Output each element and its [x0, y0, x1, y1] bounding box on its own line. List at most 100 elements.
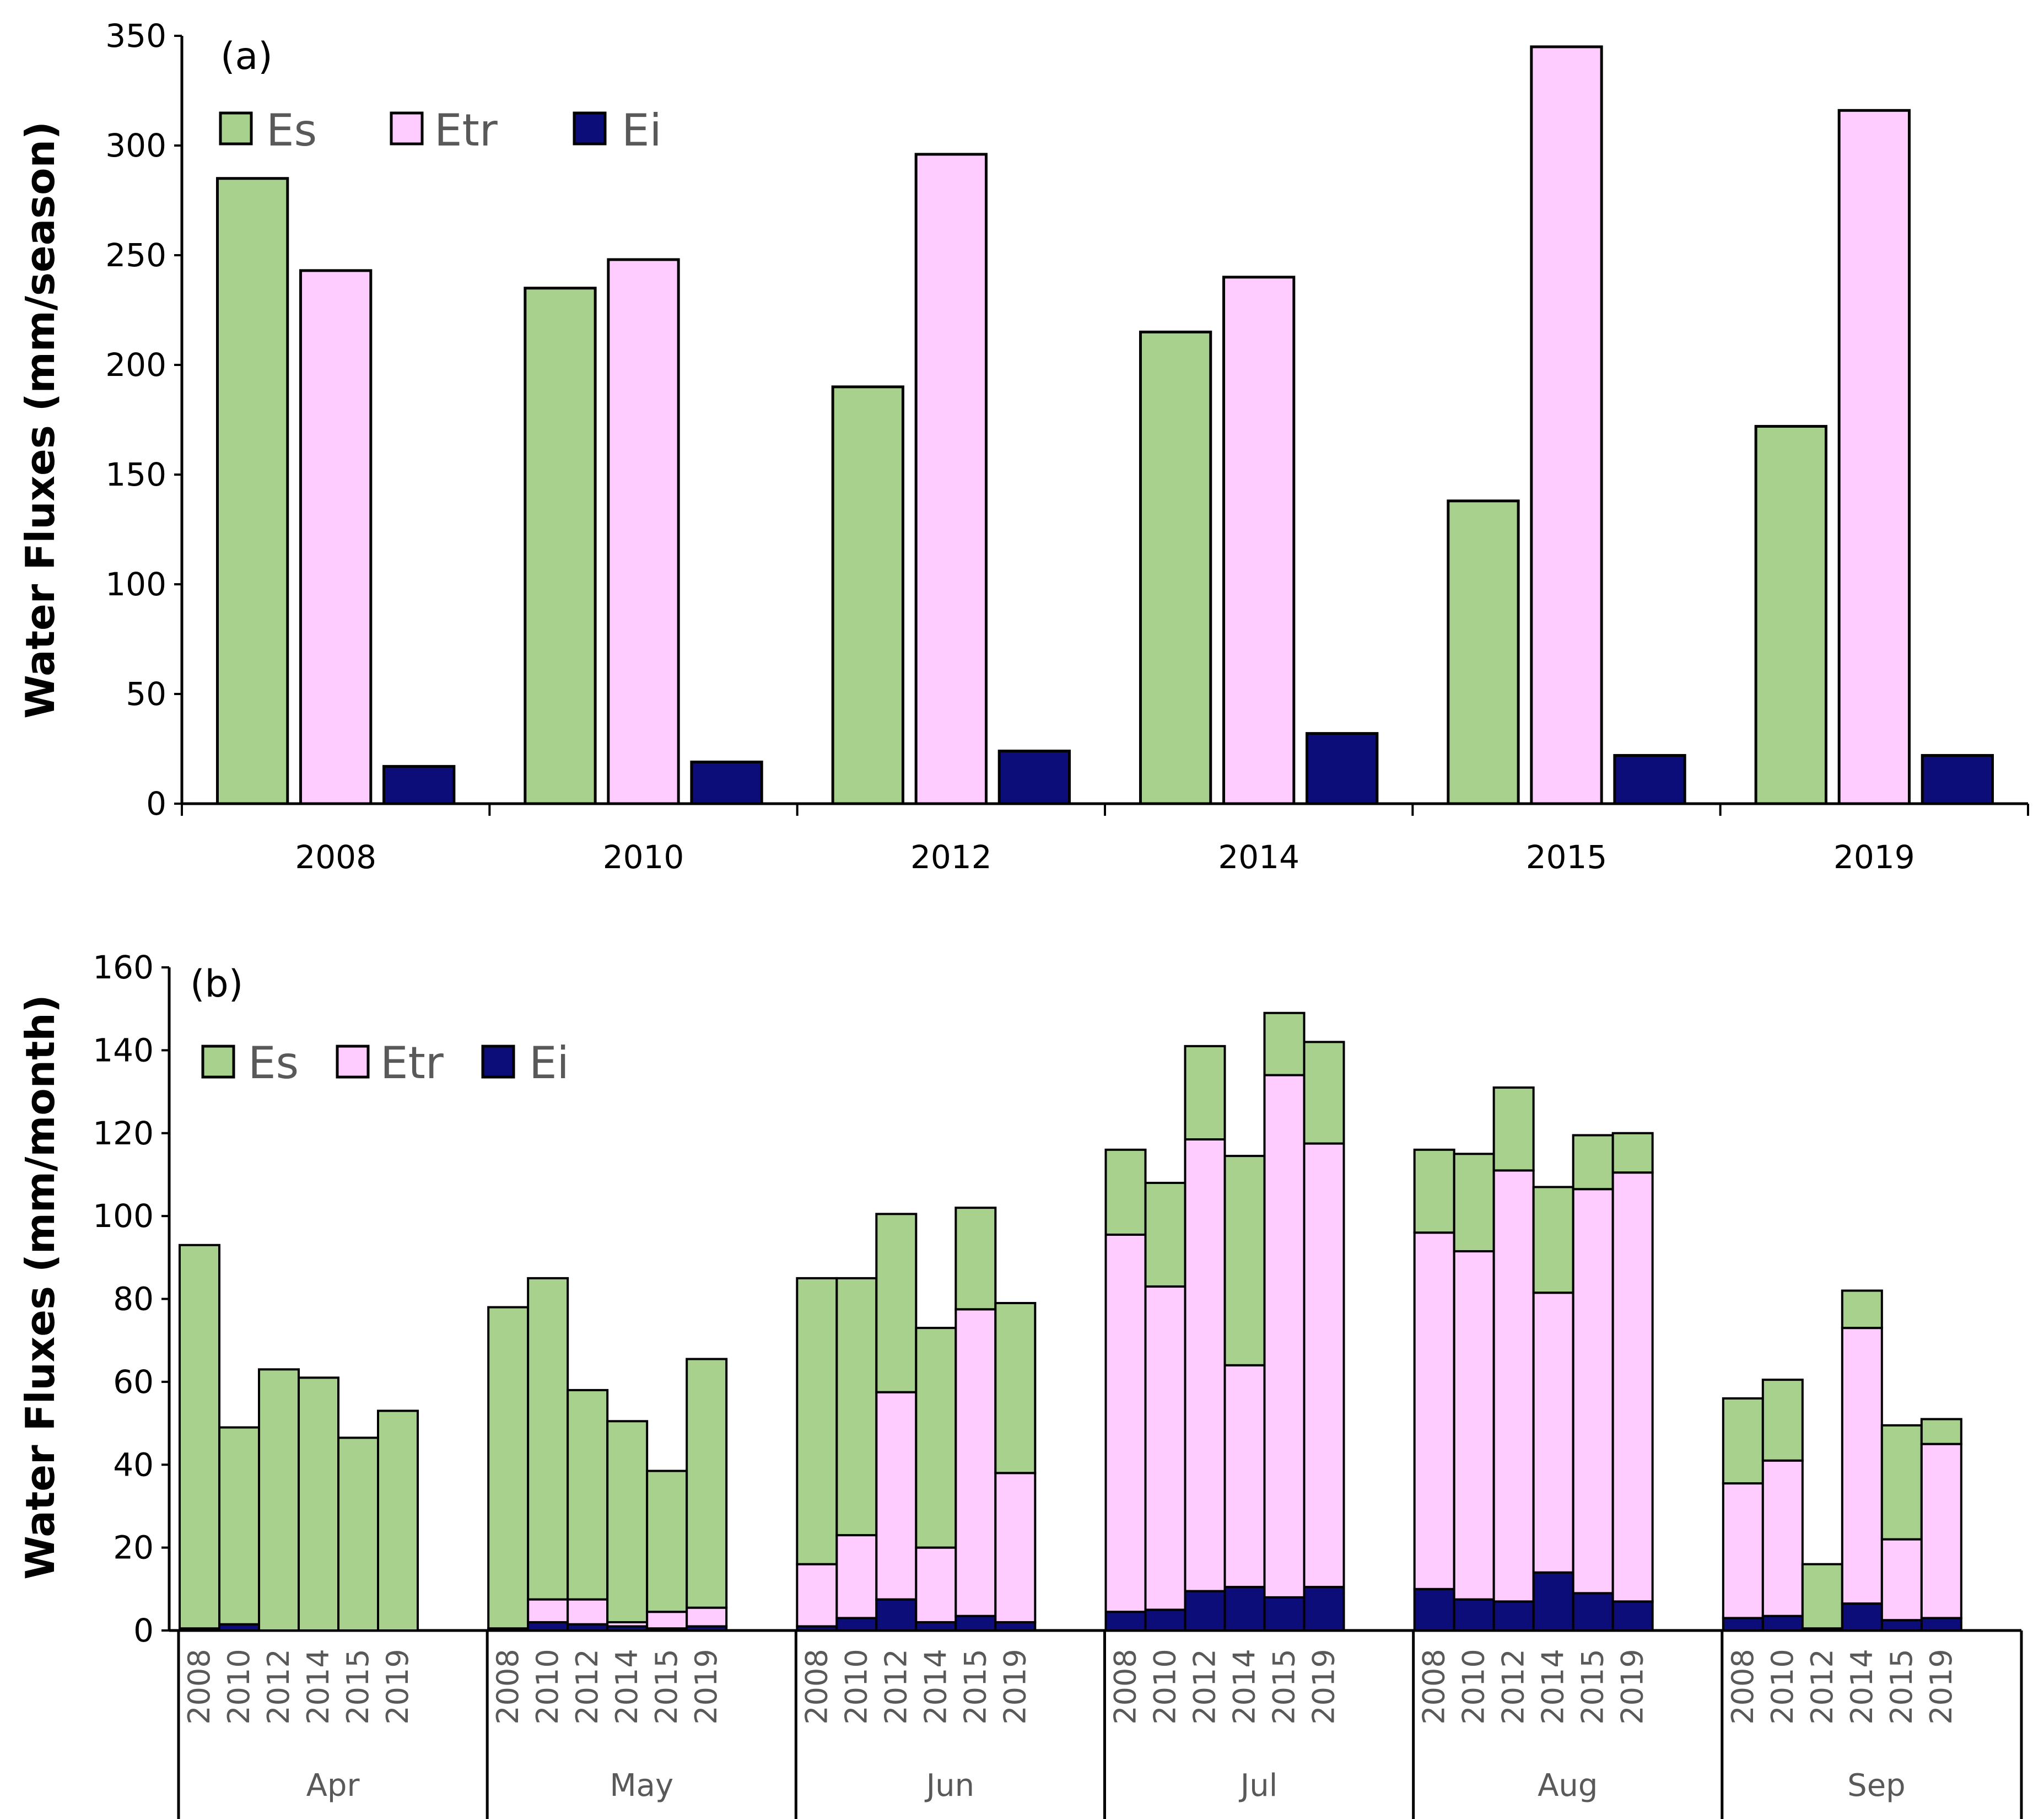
- bar-es-Jun-2012: [875, 1213, 918, 1393]
- year-label: 2014: [301, 1649, 336, 1724]
- month-label: Apr: [306, 1768, 360, 1804]
- year-label: 2014: [1845, 1649, 1879, 1724]
- bar-es-May-2008: [487, 1306, 530, 1630]
- bar-es-Aug-2008: [1413, 1148, 1455, 1234]
- year-label: 2010: [222, 1649, 256, 1724]
- y-tick-label: 40: [113, 1446, 154, 1483]
- bar-es-Sep-2014: [1841, 1289, 1883, 1330]
- year-label: 2015: [958, 1649, 993, 1724]
- y-tick-label: 0: [146, 785, 166, 822]
- year-label: 2008: [182, 1649, 217, 1724]
- x-category-label: 2008: [295, 838, 376, 876]
- month-label: Aug: [1538, 1768, 1598, 1804]
- bar-es-Aug-2019: [1611, 1132, 1654, 1174]
- bar-etr-Jun-2010: [835, 1534, 878, 1619]
- panel-a-label: (a): [220, 35, 273, 78]
- y-tick-label: 100: [105, 566, 166, 603]
- bar-etr-Sep-2010: [1761, 1459, 1804, 1617]
- bar-es-May-2019: [686, 1358, 728, 1609]
- year-label: 2012: [1188, 1649, 1222, 1724]
- bar-es-Apr-2008: [179, 1244, 220, 1630]
- bar-ei-2012: [997, 749, 1071, 805]
- bar-ei-Jul-2015: [1263, 1596, 1306, 1632]
- bar-ei-Sep-2008: [1722, 1617, 1764, 1632]
- legend-swatch-ei: [573, 111, 607, 146]
- bar-es-Jun-2015: [954, 1207, 997, 1311]
- y-tick-label: 350: [105, 17, 166, 55]
- year-label: 2019: [689, 1649, 724, 1724]
- month-label: Jun: [925, 1768, 975, 1804]
- x-category-label: 2012: [910, 838, 992, 876]
- bar-etr-Jul-2019: [1303, 1142, 1345, 1589]
- bar-es-Apr-2012: [258, 1368, 300, 1632]
- bar-es-Apr-2014: [298, 1376, 339, 1632]
- y-tick-label: 0: [133, 1612, 154, 1649]
- legend-swatch-es: [201, 1045, 235, 1079]
- year-label: 2019: [1615, 1649, 1650, 1724]
- year-label: 2010: [1765, 1649, 1800, 1724]
- bar-ei-Aug-2008: [1413, 1587, 1455, 1632]
- bar-es-2019: [1754, 424, 1827, 805]
- y-tick-label: 200: [105, 346, 166, 384]
- bar-etr-2010: [607, 258, 680, 805]
- bar-ei-2008: [382, 765, 456, 805]
- month-label: Jul: [1239, 1768, 1278, 1804]
- bar-es-Sep-2019: [1920, 1418, 1962, 1445]
- legend-label-ei: Ei: [622, 105, 662, 156]
- bar-ei-Sep-2019: [1920, 1617, 1962, 1632]
- bar-ei-Aug-2015: [1572, 1592, 1614, 1632]
- y-tick-label: 140: [93, 1031, 154, 1069]
- y-tick-label: 120: [93, 1115, 154, 1152]
- bar-etr-2012: [914, 153, 988, 805]
- bar-es-Jul-2010: [1144, 1181, 1187, 1288]
- panel-a: 0 50 100 150 200 250 300 350 2008 2010 2012 2014 20…: [17, 17, 2029, 876]
- bar-etr-Aug-2015: [1572, 1188, 1614, 1595]
- year-label: 2012: [570, 1649, 605, 1724]
- bar-ei-2014: [1306, 732, 1379, 805]
- bar-ei-Jul-2008: [1104, 1611, 1147, 1632]
- legend-swatch-es: [219, 111, 253, 146]
- bar-es-Sep-2010: [1761, 1379, 1804, 1462]
- bar-etr-Sep-2019: [1920, 1443, 1962, 1619]
- year-label: 2008: [1108, 1649, 1143, 1724]
- bar-etr-Aug-2019: [1611, 1171, 1654, 1603]
- bar-etr-2015: [1530, 45, 1603, 805]
- bar-etr-Jul-2015: [1263, 1074, 1306, 1599]
- bar-es-May-2012: [567, 1389, 609, 1601]
- year-label: 2010: [1148, 1649, 1183, 1724]
- year-label: 2008: [490, 1649, 525, 1724]
- legend-label-es: Es: [248, 1037, 299, 1089]
- bar-ei-2010: [690, 760, 763, 805]
- bar-ei-Aug-2014: [1532, 1571, 1574, 1632]
- bar-es-2014: [1139, 330, 1212, 805]
- year-label: 2008: [799, 1649, 834, 1724]
- bar-es-Jun-2008: [796, 1277, 838, 1565]
- bar-etr-Sep-2014: [1841, 1327, 1883, 1605]
- bar-es-Jul-2015: [1263, 1011, 1306, 1077]
- year-label: 2019: [997, 1649, 1032, 1724]
- legend-swatch-etr: [390, 111, 424, 146]
- bar-es-May-2014: [606, 1420, 649, 1623]
- year-label: 2008: [1417, 1649, 1452, 1724]
- year-label: 2014: [1227, 1649, 1262, 1724]
- y-tick-label: 50: [126, 675, 166, 713]
- bar-es-Jun-2014: [915, 1327, 957, 1549]
- bar-es-Sep-2015: [1880, 1424, 1923, 1541]
- bar-etr-Jun-2015: [954, 1308, 997, 1617]
- bar-etr-May-2015: [646, 1611, 688, 1630]
- bar-ei-Jun-2012: [875, 1598, 918, 1632]
- x-category-label: 2014: [1218, 838, 1299, 876]
- bar-es-Jun-2010: [835, 1277, 878, 1537]
- panel-a-y-axis-title: Water Fluxes (mm/season): [17, 121, 63, 719]
- bar-etr-2019: [1837, 109, 1911, 805]
- month-label: May: [610, 1768, 673, 1804]
- panel-b-label: (b): [190, 962, 243, 1006]
- x-category-label: 2015: [1526, 838, 1608, 876]
- y-tick-label: 150: [105, 456, 166, 493]
- bar-es-Jul-2019: [1303, 1041, 1345, 1145]
- legend-label-etr: Etr: [380, 1037, 444, 1089]
- panel-b-legend: Es Etr Ei: [201, 1037, 569, 1089]
- bar-ei-Jul-2012: [1184, 1590, 1226, 1632]
